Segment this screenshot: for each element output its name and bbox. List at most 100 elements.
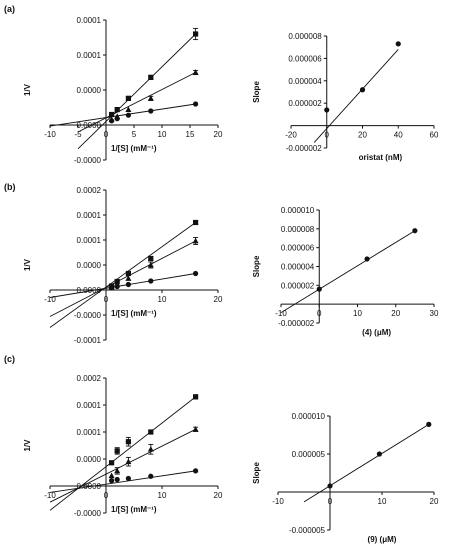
- chart2-fit-line-1: [313, 49, 399, 143]
- chart3-x-tick-label: 20: [214, 295, 223, 304]
- chart4-fit-line-1: [280, 230, 416, 314]
- chart1-series1-point: [125, 95, 131, 101]
- chart5-series2-point: [125, 458, 132, 465]
- chart1-series3-point: [125, 112, 131, 118]
- chart4-y-tick-label: -0.000002: [278, 319, 315, 328]
- chart5-y-tick-label: 0.0002: [77, 374, 102, 383]
- chart2-x-axis-title: oristat (nM): [359, 153, 403, 162]
- chart2-y-tick-label: 0.000008: [288, 32, 322, 41]
- chart4-x-tick-label: 20: [391, 309, 400, 318]
- chart3-series3-point: [109, 285, 115, 291]
- chart5-y-axis-title: 1/V: [23, 439, 32, 452]
- chart3-fit-line-3: [49, 273, 196, 298]
- chart1-x-tick-label: -5: [74, 130, 82, 139]
- chart1-x-axis-title: 1/[S] (mM⁻¹): [111, 144, 157, 153]
- chart6-x-tick-label: 0: [328, 497, 333, 506]
- chart1-series1-point: [114, 107, 120, 113]
- chart1-x-tick-label: -10: [44, 130, 56, 139]
- chart1-y-tick-label: 0.0000: [77, 121, 102, 130]
- chart5-series3-point: [148, 473, 154, 479]
- chart4-y-tick-label: 0.000006: [281, 244, 315, 253]
- chart4-x-tick-label: 0: [317, 309, 322, 318]
- chart1-y-tick-label: 0.0000: [77, 86, 102, 95]
- chart3-y-axis-title: 1/V: [23, 258, 32, 271]
- chart5-y-tick-label: 0.0001: [77, 428, 102, 437]
- chart3-series3-point: [193, 270, 199, 277]
- chart2-series1-point: [324, 107, 330, 113]
- chart1-series3-point: [148, 108, 154, 114]
- chart5-x-axis-title: 1/[S] (mM⁻¹): [111, 505, 157, 514]
- chart2-x-tick-label: 0: [325, 131, 330, 140]
- chart3-series3-point: [114, 283, 120, 290]
- chart2-y-tick-label: 0.000006: [288, 54, 322, 63]
- chart1-x-tick-label: 10: [158, 130, 167, 139]
- chart4-series1-point: [412, 228, 418, 234]
- chart2-series1-point: [359, 87, 366, 93]
- chart4-y-tick-label: 0.000010: [281, 206, 315, 215]
- chart5-series1-point: [125, 439, 131, 445]
- chart3-fit-line-2: [49, 240, 196, 317]
- chart1-series2-point: [125, 106, 132, 112]
- chart1-series2-point: [192, 69, 199, 75]
- chart3-y-tick-label: 0.0001: [77, 211, 102, 220]
- chart6-x-tick-label: -10: [272, 497, 284, 506]
- chart3-series1-point: [193, 219, 199, 226]
- chart5-series1-point: [148, 429, 154, 435]
- chart5-series2-point: [108, 472, 115, 479]
- chart5-series2-point: [147, 446, 154, 452]
- chart5-fit-line-1: [49, 396, 196, 511]
- chart3-y-tick-label: -0.0001: [74, 336, 102, 345]
- chart3-series3-point: [148, 278, 154, 284]
- chart3-y-tick-label: -0.0000: [74, 311, 102, 320]
- chart4-series1-point: [364, 256, 370, 262]
- chart1-fit-line-1: [77, 33, 196, 150]
- chart5-y-tick-label: 0.0000: [77, 455, 102, 464]
- chart1-x-tick-label: 5: [132, 130, 137, 139]
- chart6-y-tick-label: 0.000005: [292, 450, 326, 459]
- chart4-y-axis-title: Slope: [252, 255, 261, 277]
- chart5-series3-point: [193, 468, 199, 474]
- chart3-series1-point: [148, 255, 154, 262]
- chart6-x-tick-label: 20: [430, 497, 439, 506]
- chart6-y-axis-title: Slope: [252, 462, 261, 484]
- chart1-x-tick-label: 20: [214, 130, 223, 139]
- chart5-fit-line-3: [49, 470, 196, 493]
- panel-label-a: (a): [4, 4, 15, 14]
- chart3-y-tick-label: 0.0001: [77, 236, 102, 245]
- chart1-y-tick-label: 0.0001: [77, 16, 102, 25]
- chart4-x-axis-title: (4) (μM): [362, 328, 391, 337]
- chart1-series3-point: [114, 116, 120, 122]
- chart2-y-tick-label: 0.000004: [288, 77, 322, 86]
- chart5-y-tick-label: 0.0001: [77, 401, 102, 410]
- chart5-x-tick-label: -10: [44, 491, 56, 500]
- chart4-y-tick-label: 0.000008: [281, 225, 315, 234]
- panel-label-b: (b): [4, 182, 16, 192]
- chart5-y-tick-label: -0.0000: [74, 509, 102, 518]
- chart5-x-tick-label: 0: [104, 491, 109, 500]
- chart5-series3-point: [109, 478, 115, 484]
- chart4-x-tick-label: -10: [275, 309, 287, 318]
- chart3-series2-point: [125, 275, 132, 281]
- chart1-x-tick-label: 0: [104, 130, 109, 139]
- chart4-x-tick-label: 30: [430, 309, 439, 318]
- chart3-x-tick-label: 0: [104, 295, 109, 304]
- chart1-series1-point: [148, 74, 154, 80]
- chart1-fit-line-2: [77, 72, 196, 133]
- chart6-y-tick-label: -0.000005: [289, 526, 326, 535]
- chart2-x-tick-label: 40: [394, 131, 403, 140]
- chart3-x-tick-label: 10: [158, 295, 167, 304]
- chart1-series3-point: [109, 118, 115, 124]
- chart6-x-axis-title: (9) (μM): [368, 535, 397, 544]
- chart6-x-tick-label: 10: [378, 497, 387, 506]
- chart2-y-tick-label: -0.000002: [286, 144, 323, 153]
- chart5-series2-point: [114, 467, 121, 474]
- chart1-series1-point: [193, 31, 199, 37]
- chart5-fit-line-2: [49, 428, 196, 503]
- chart5-x-tick-label: 10: [158, 491, 167, 500]
- chart4-x-tick-label: 10: [353, 309, 362, 318]
- chart3-series2-point: [192, 237, 199, 244]
- panel-label-c: (c): [4, 354, 15, 364]
- chart4-series1-point: [316, 286, 322, 292]
- chart5-series1-point: [193, 394, 199, 400]
- chart2-series1-point: [395, 41, 401, 47]
